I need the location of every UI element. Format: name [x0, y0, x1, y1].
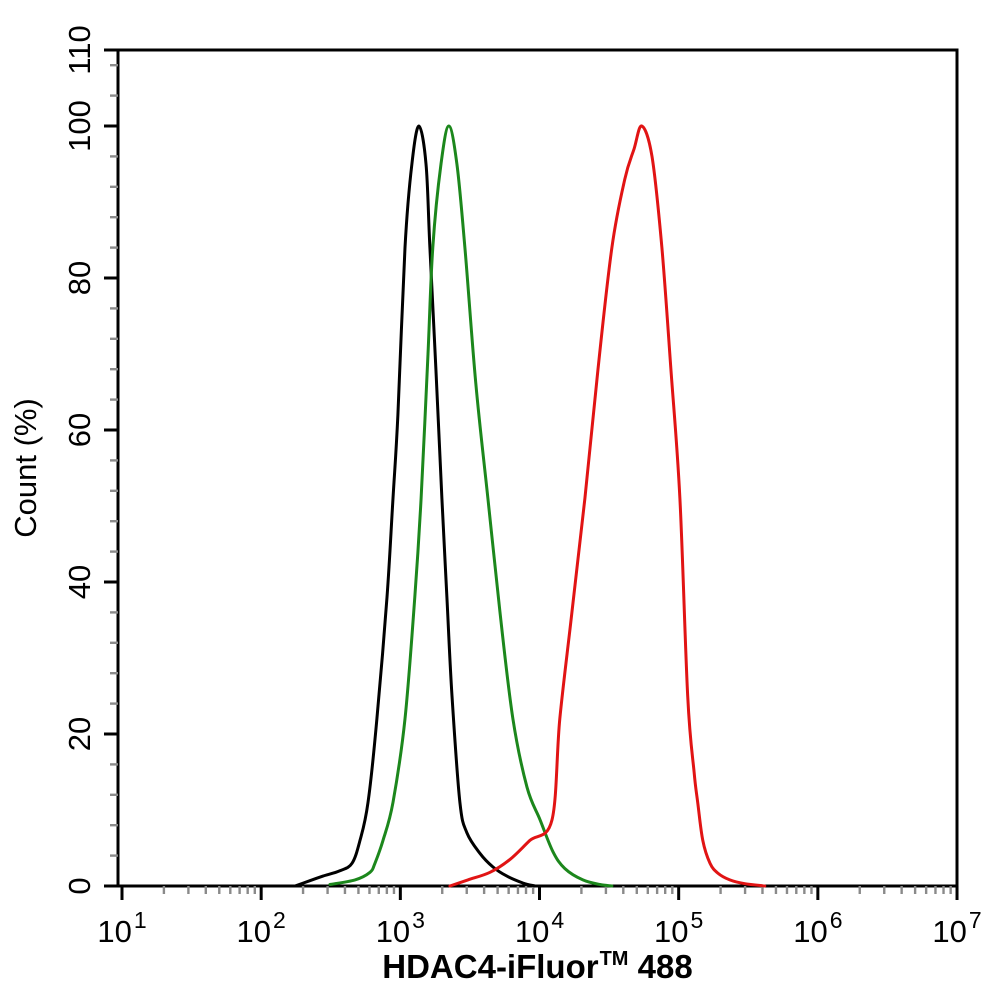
x-tick-label: 101: [97, 907, 146, 949]
trademark-superscript: TM: [600, 948, 629, 970]
y-tick-label: 80: [62, 261, 97, 295]
y-tick-label: 0: [62, 877, 97, 894]
green-curve: [328, 124, 614, 888]
x-tick-label: 106: [793, 907, 842, 949]
y-axis-title: Count (%): [8, 398, 43, 538]
x-tick-label: 103: [376, 907, 425, 949]
histogram-curves: [293, 124, 767, 888]
y-axis-tick-labels: 0 20 40 60 80 100 110: [62, 25, 97, 894]
x-axis-title: HDAC4-iFluorTM 488: [382, 948, 692, 985]
y-tick-label: 20: [62, 717, 97, 751]
x-tick-label: 105: [654, 907, 703, 949]
y-tick-label: 60: [62, 413, 97, 447]
y-tick-label: 100: [62, 100, 97, 152]
y-tick-label: 40: [62, 565, 97, 599]
black-curve: [293, 124, 537, 888]
x-tick-label: 102: [237, 907, 286, 949]
plot-frame: [116, 48, 959, 888]
red-curve: [448, 124, 767, 888]
y-axis-minor-ticks: [110, 63, 118, 857]
y-axis-major-ticks: [104, 48, 118, 888]
x-tick-label: 107: [932, 907, 981, 949]
x-axis-minor-ticks: [162, 886, 952, 894]
x-tick-label: 104: [515, 907, 564, 949]
x-axis-major-ticks: [120, 886, 959, 900]
plot-border: [116, 48, 959, 888]
y-tick-label: 110: [62, 25, 97, 74]
x-axis-tick-labels: 101 102 103 104 105 106 107: [97, 907, 981, 949]
